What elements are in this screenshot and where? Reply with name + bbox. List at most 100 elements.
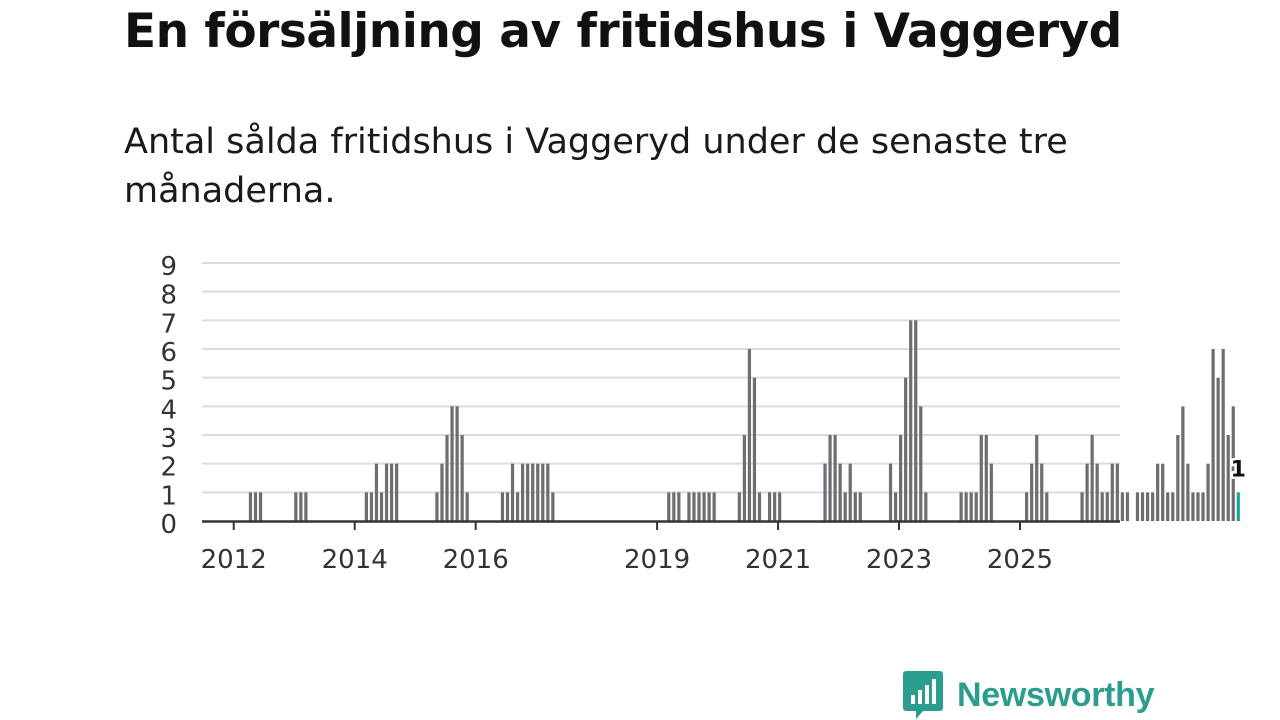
bar <box>742 435 746 521</box>
bar <box>253 492 258 521</box>
bar <box>1030 463 1034 521</box>
bar <box>1176 435 1180 521</box>
bar <box>747 349 752 521</box>
bar <box>984 435 988 521</box>
bar <box>531 463 535 521</box>
highlight-label: 1 <box>1228 455 1248 485</box>
y-tick-label: 8 <box>160 281 177 311</box>
bar <box>515 492 520 521</box>
bar <box>299 492 303 521</box>
bar <box>1045 492 1049 521</box>
bar <box>904 377 908 521</box>
bar <box>757 492 762 521</box>
y-tick-label: 4 <box>160 395 177 425</box>
bar <box>450 406 454 521</box>
bar <box>848 463 852 521</box>
bar <box>1151 492 1155 521</box>
bar <box>294 492 298 521</box>
bar <box>677 492 681 521</box>
bar <box>536 463 540 521</box>
bar <box>1035 435 1039 521</box>
x-axis-ticks: 2012 2014 2016 2019 2021 2023 2025 <box>201 521 1053 575</box>
bar <box>1211 349 1215 521</box>
bar <box>1115 463 1119 521</box>
bar <box>546 463 550 521</box>
bar <box>510 463 515 521</box>
bar <box>460 435 464 521</box>
bar <box>374 463 379 521</box>
y-tick-label: 3 <box>160 424 177 454</box>
bar <box>521 463 525 521</box>
bar <box>1226 435 1230 521</box>
bar <box>258 492 263 521</box>
bar <box>1166 492 1170 521</box>
bar <box>1090 435 1094 521</box>
bar <box>752 377 757 521</box>
bar <box>505 492 510 521</box>
bar <box>1191 492 1195 521</box>
brand-name: Newsworthy <box>957 675 1155 714</box>
chart-subtitle: Antal sålda fritidshus i Vaggeryd under … <box>124 122 1068 211</box>
bar <box>924 492 928 521</box>
bar <box>389 463 394 521</box>
y-tick-label: 2 <box>160 453 177 483</box>
x-tick-label: 2019 <box>624 545 690 575</box>
bar <box>893 492 898 521</box>
bar <box>1110 463 1114 521</box>
x-tick-label: 2023 <box>866 545 932 575</box>
bar <box>843 492 847 521</box>
bars <box>248 320 1240 521</box>
x-tick-label: 2014 <box>322 545 388 575</box>
bar <box>1186 463 1190 521</box>
bar <box>707 492 711 521</box>
bar <box>1025 492 1029 521</box>
bar <box>828 435 832 521</box>
bar <box>1085 463 1089 521</box>
bar <box>1100 492 1104 521</box>
bar <box>899 435 903 521</box>
bar <box>384 463 389 521</box>
bar <box>465 492 469 521</box>
bar <box>692 492 696 521</box>
y-tick-label: 1 <box>160 481 177 511</box>
y-tick-label: 7 <box>160 309 177 339</box>
bar <box>1120 492 1124 521</box>
bar <box>1105 492 1109 521</box>
y-tick-label: 9 <box>160 252 177 282</box>
bar <box>1221 349 1225 521</box>
bar <box>833 435 837 521</box>
bar <box>687 492 691 521</box>
bar <box>364 492 368 521</box>
bar <box>395 463 399 521</box>
x-tick-label: 2016 <box>443 545 509 575</box>
bar <box>697 492 701 521</box>
x-tick-label: 2025 <box>987 545 1053 575</box>
bar <box>1080 492 1084 521</box>
bar <box>445 435 449 521</box>
bar <box>369 492 374 521</box>
bar <box>1145 492 1150 521</box>
bar <box>248 492 253 521</box>
bar <box>989 463 993 521</box>
bar <box>773 492 777 521</box>
bar <box>1135 492 1140 521</box>
bar <box>1156 463 1160 521</box>
bar <box>435 492 439 521</box>
bar <box>888 463 893 521</box>
bar <box>1196 492 1200 521</box>
bar <box>919 406 923 521</box>
bar <box>767 492 772 521</box>
bar <box>1040 463 1044 521</box>
bar <box>672 492 676 521</box>
bar-highlight <box>1236 492 1240 521</box>
bar <box>914 320 918 521</box>
y-tick-label: 6 <box>160 338 177 368</box>
y-tick-label: 5 <box>160 367 177 397</box>
bar <box>526 463 530 521</box>
bar <box>712 492 716 521</box>
data-label: 1 <box>1231 457 1246 482</box>
bar <box>702 492 706 521</box>
chart-title: En försäljning av fritidshus i Vaggeryd <box>124 4 1122 59</box>
